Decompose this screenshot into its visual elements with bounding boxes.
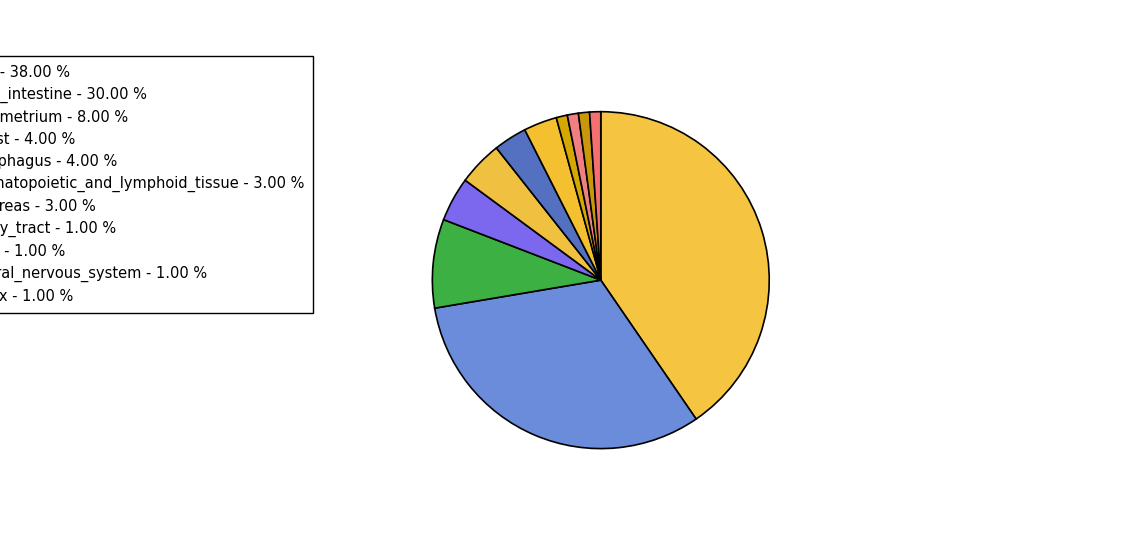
Legend: lung - 38.00 %, large_intestine - 30.00 %, endometrium - 8.00 %, breast - 4.00 %: lung - 38.00 %, large_intestine - 30.00 … (0, 56, 313, 313)
Wedge shape (601, 112, 769, 419)
Wedge shape (443, 180, 601, 280)
Wedge shape (567, 113, 601, 280)
Wedge shape (465, 148, 601, 280)
Wedge shape (557, 115, 601, 280)
Wedge shape (432, 220, 601, 308)
Wedge shape (497, 130, 601, 280)
Wedge shape (590, 112, 601, 280)
Wedge shape (434, 280, 696, 449)
Wedge shape (525, 118, 601, 280)
Wedge shape (578, 112, 601, 280)
